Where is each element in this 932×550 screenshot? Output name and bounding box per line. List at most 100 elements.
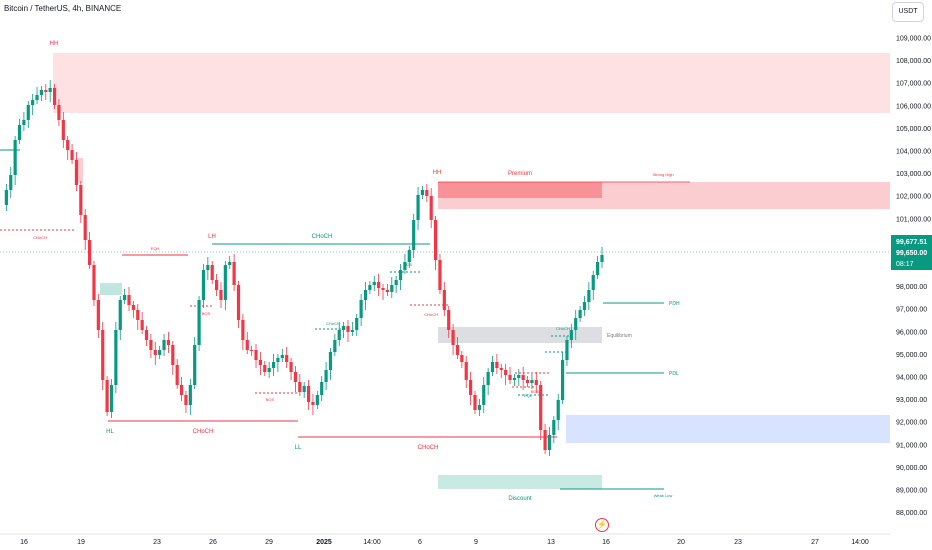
candle-down (438, 260, 442, 290)
choch-small-mid: CHoCH (326, 321, 340, 326)
last-price-tag: 99,677.51 99,650.00 08:17 (891, 235, 932, 270)
candle-up (13, 140, 17, 175)
candle-down (525, 380, 530, 383)
candle-down (57, 105, 61, 120)
candle-up (193, 345, 197, 385)
bos-label-a: BOS (202, 311, 211, 316)
candle-down (140, 320, 144, 330)
candle-up (35, 95, 39, 100)
candle-down (61, 120, 65, 140)
supply-zone-top (53, 53, 890, 113)
price-tick-label: 98,000.00 (896, 284, 927, 291)
supply-zone-right (438, 182, 890, 209)
candle-down (285, 355, 289, 362)
candle-down (171, 345, 175, 365)
choch-small-far: CHoCH (556, 326, 570, 331)
candle-down (455, 345, 460, 355)
candle-down (306, 386, 311, 402)
time-tick-label: 16 (20, 539, 28, 546)
candle-up (39, 90, 44, 95)
candle-down (210, 265, 214, 280)
candle-up (587, 290, 591, 302)
time-tick-label: 14:00 (363, 539, 381, 546)
bos-label-b: BOS (266, 397, 275, 402)
candle-up (350, 330, 354, 332)
price-tick-label: 97,000.00 (896, 307, 927, 314)
candle-up (17, 125, 22, 140)
price-tick-label: 91,000.00 (896, 442, 927, 449)
candle-down (131, 305, 135, 310)
candle-down (433, 220, 438, 260)
price-tick-label: 88,000.00 (896, 510, 927, 517)
candle-up (412, 220, 416, 250)
currency-button[interactable]: USDT (892, 2, 924, 22)
candle-up (4, 190, 8, 205)
candle-up (337, 330, 341, 340)
candle-down (442, 290, 446, 310)
candle-zone-red (75, 158, 83, 183)
lightning-alert-icon[interactable]: ⚡ (595, 518, 609, 532)
candle-down (241, 320, 245, 340)
lh-label: LH (208, 234, 216, 240)
hh-label-right: HH (433, 170, 442, 176)
price-tick-label: 92,000.00 (896, 420, 927, 427)
candle-up (490, 362, 495, 372)
equilibrium-label: Equilibrium (607, 333, 632, 339)
time-axis[interactable]: 16 19 23 26 29 2025 14:00 6 9 13 16 20 23 27 14:00 (20, 539, 869, 546)
candle-down (250, 350, 254, 351)
candle-up (328, 352, 333, 370)
candle-up (390, 285, 394, 292)
bos-label-d: BOS (531, 389, 540, 394)
candle-up (22, 120, 26, 125)
hl-label: HL (106, 429, 114, 435)
candle-up (355, 318, 359, 330)
candle-down (377, 282, 381, 288)
candle-down (149, 340, 153, 350)
candles (4, 80, 604, 456)
candle-down (298, 382, 302, 392)
candle-up (118, 300, 122, 330)
candle-down (236, 285, 241, 320)
candle-up (267, 368, 271, 372)
candle-down (495, 362, 499, 368)
candle-down (346, 326, 350, 332)
candle-up (342, 326, 346, 330)
candle-up (512, 378, 517, 380)
discount-zone (438, 475, 602, 489)
candle-up (359, 300, 363, 318)
candle-countdown: 08:17 (896, 261, 914, 268)
candle-up (197, 300, 201, 345)
candle-up (162, 340, 166, 350)
choch-label-bottom-mid: CHoCH (418, 445, 439, 451)
candle-up (552, 420, 556, 435)
price-tick-label: 94,000.00 (896, 375, 927, 382)
candle-up (416, 195, 420, 220)
candle-down (52, 88, 57, 105)
candle-up (363, 290, 368, 300)
candle-up (596, 262, 600, 275)
price-axis[interactable]: 109,000.00 108,000.00 107,000.00 106,000.00… (896, 36, 931, 518)
price-tick-label: 96,000.00 (896, 329, 927, 336)
candle-down (175, 365, 179, 385)
price-tick-label: 103,000.00 (896, 171, 931, 178)
candle-up (206, 265, 210, 270)
candle-up (420, 190, 425, 195)
time-tick-label: 23 (734, 539, 742, 546)
candle-down (504, 370, 508, 375)
eql-label: EQL (524, 393, 533, 398)
candle-down (66, 140, 70, 150)
premium-label: Premium (508, 171, 532, 177)
candle-up (26, 105, 30, 120)
candle-down (263, 365, 267, 372)
candle-down (460, 355, 464, 362)
candle-up (123, 295, 127, 300)
candle-up (582, 302, 587, 310)
candle-up (565, 340, 569, 360)
time-tick-label: 13 (547, 539, 555, 546)
candle-up (574, 318, 578, 330)
candle-down (219, 290, 223, 300)
price-tick-label: 106,000.00 (896, 103, 931, 110)
candle-up (398, 270, 403, 280)
time-tick-label: 27 (811, 539, 819, 546)
